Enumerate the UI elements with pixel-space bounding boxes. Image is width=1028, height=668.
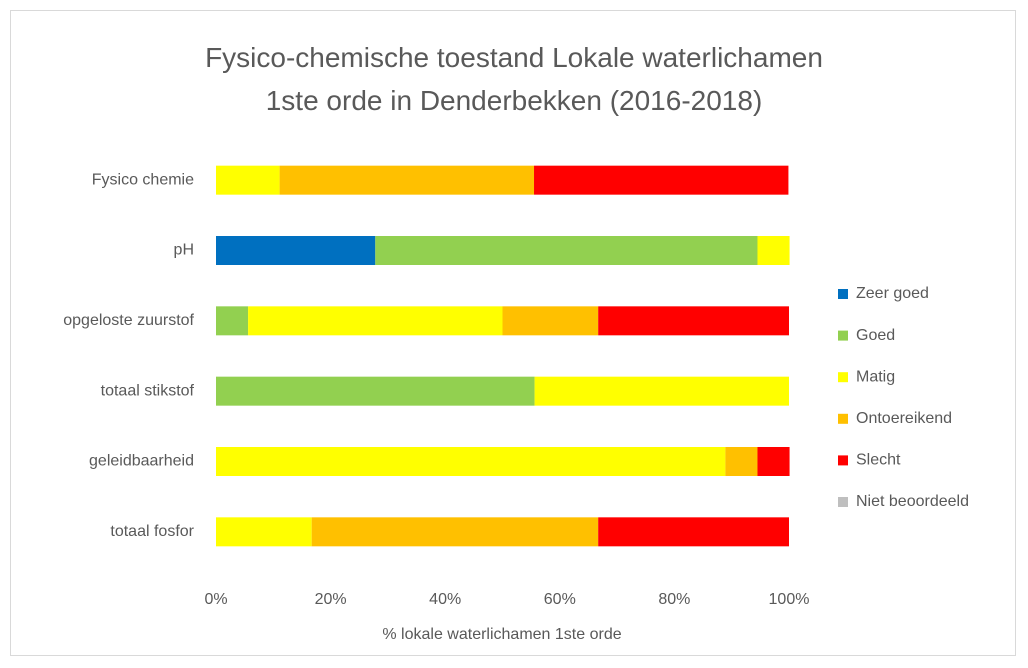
legend-label: Ontoereikend (856, 410, 952, 427)
legend-label: Matig (856, 368, 895, 385)
legend-swatch (838, 289, 848, 299)
bar-segment (216, 517, 312, 547)
legend-label: Zeer goed (856, 285, 929, 302)
y-tick-label: totaal fosfor (110, 523, 194, 540)
bar-segment (216, 376, 535, 406)
legend-label: Slecht (856, 452, 901, 469)
bar-segment (216, 165, 280, 195)
legend-swatch (838, 330, 848, 341)
bar-segment (216, 447, 726, 476)
bar-segment (598, 517, 789, 547)
bar-segment (375, 236, 758, 265)
x-tick-label: 80% (658, 591, 690, 608)
bar-segment (598, 306, 789, 336)
x-axis-label: % lokale waterlichamen 1ste orde (382, 626, 621, 643)
x-tick-label: 20% (315, 591, 347, 608)
x-tick-label: 100% (769, 591, 810, 608)
y-tick-label: Fysico chemie (92, 171, 194, 188)
legend-swatch (838, 497, 848, 507)
y-tick-label: opgeloste zuurstof (63, 312, 194, 329)
legend-swatch (838, 372, 848, 383)
chart-title: Fysico-chemische toestand Lokale waterli… (205, 42, 823, 116)
bar-segment (216, 306, 249, 336)
bar-segment (757, 447, 790, 476)
legend-label: Niet beoordeeld (856, 493, 969, 510)
bar-segment (311, 517, 599, 547)
bar-segment (502, 306, 599, 336)
bar-segment (534, 165, 789, 195)
bar-segment (757, 236, 790, 265)
legend-swatch (838, 455, 848, 466)
chart-frame (10, 10, 1016, 656)
bar-segment (279, 165, 535, 195)
y-tick-label: totaal stikstof (101, 382, 195, 399)
x-tick-label: 0% (204, 591, 227, 608)
y-tick-label: pH (174, 242, 194, 259)
bar-segment (534, 376, 789, 406)
x-tick-label: 60% (544, 591, 576, 608)
y-tick-label: geleidbaarheid (89, 453, 194, 470)
legend-swatch (838, 413, 848, 424)
x-tick-label: 40% (429, 591, 461, 608)
bar-segment (216, 236, 376, 265)
bar-segment (248, 306, 503, 336)
bar-segment (725, 447, 758, 476)
legend-label: Goed (856, 327, 895, 344)
